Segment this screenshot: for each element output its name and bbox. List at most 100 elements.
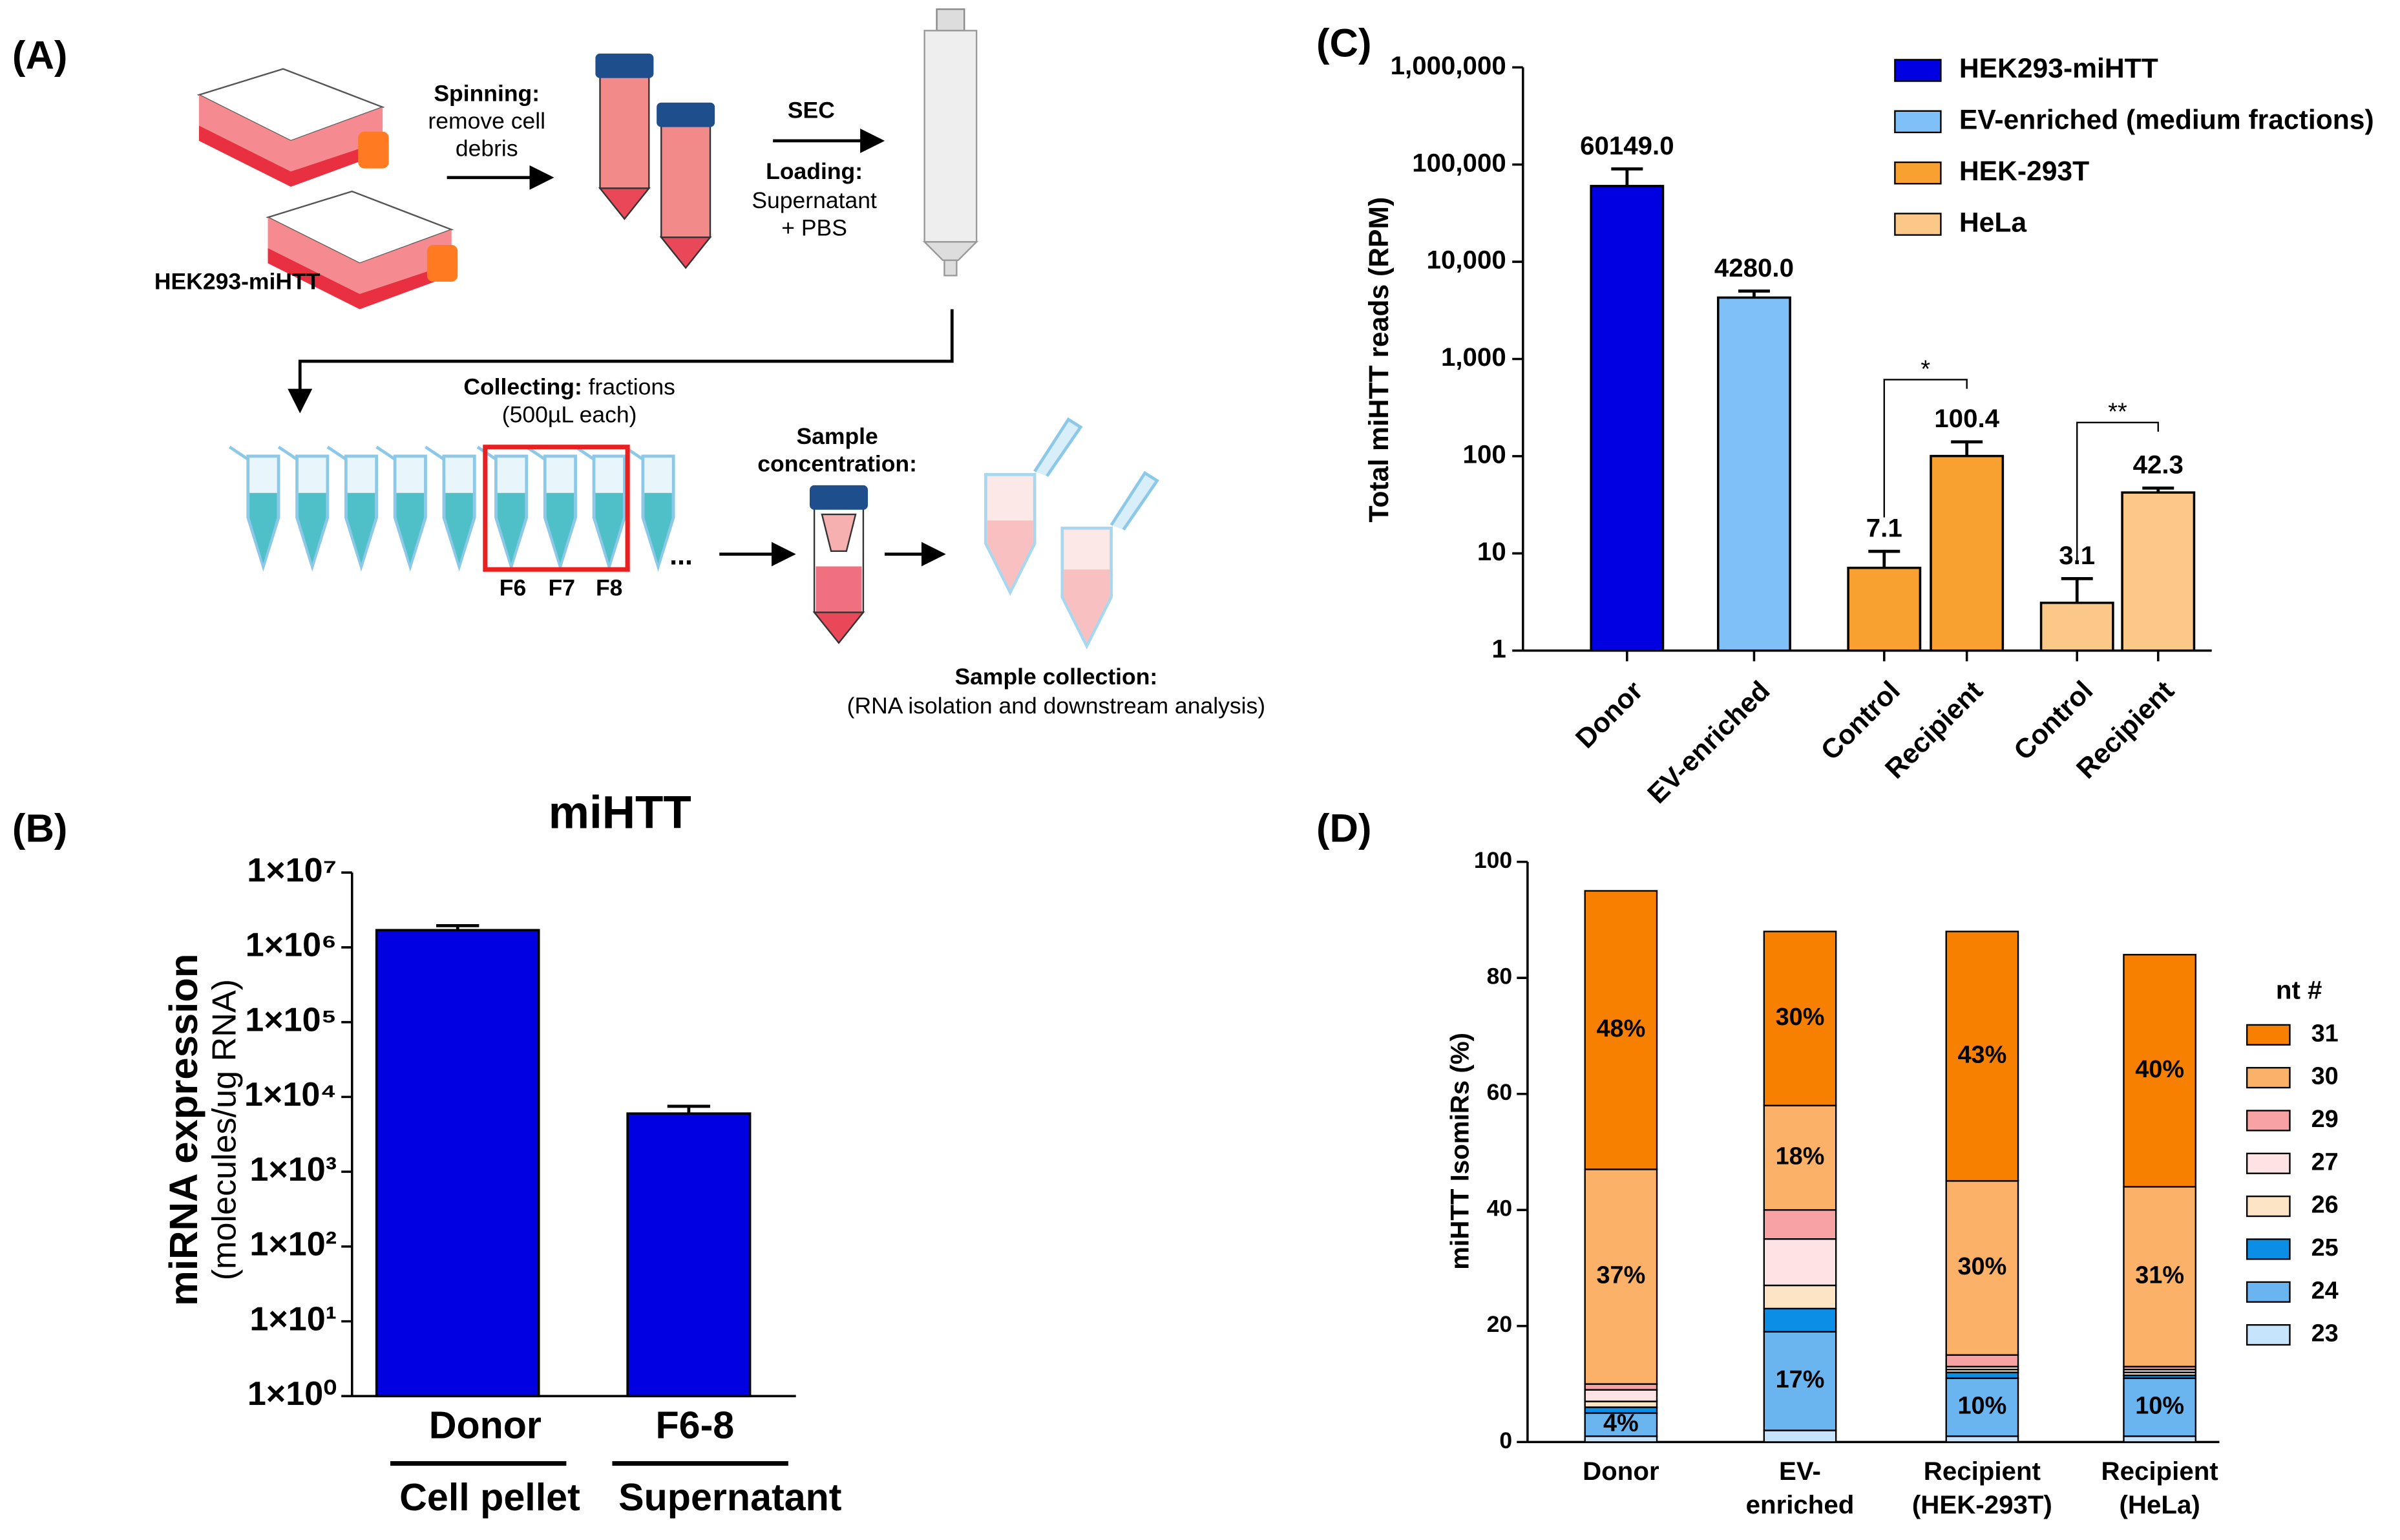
- legend-swatch: [2246, 1024, 2291, 1046]
- x-tick-label: Recipient (HEK-293T): [1912, 1456, 2052, 1519]
- value-label: 7.1: [1866, 514, 1902, 543]
- legend-label: 23: [2311, 1320, 2339, 1347]
- value-label: 48%: [1596, 1015, 1645, 1042]
- y-tick-label: 60: [1487, 1079, 1513, 1105]
- legend-swatch: [2246, 1281, 2291, 1303]
- y-axis-label: miRNA expression(molecules/ug RNA): [162, 954, 243, 1306]
- y-tick-label: 1,000: [1441, 343, 1506, 372]
- step-label: Collecting:: [463, 374, 582, 400]
- workflow-diagram: Spinning: remove cell debris SEC Loading…: [154, 8, 1265, 719]
- x-tick-label: Donor: [1583, 1456, 1659, 1485]
- fraction-label: F7: [549, 575, 575, 600]
- step-label: concentration:: [757, 451, 917, 477]
- bar-segment: [1945, 1354, 2019, 1367]
- bar-segment: [2123, 954, 2196, 1188]
- step-label: fractions: [589, 374, 675, 400]
- cell-line-label: HEK293-miHTT: [154, 269, 321, 295]
- value-label: 4280.0: [1714, 253, 1794, 282]
- error-bar: [1951, 440, 1983, 456]
- legend-label: 25: [2311, 1234, 2339, 1261]
- legend-label: 30: [2311, 1063, 2339, 1090]
- step-label: Supernatant: [752, 187, 877, 213]
- x-tick-label-line: (HEK-293T): [1912, 1490, 2052, 1519]
- value-label: 4%: [1603, 1409, 1639, 1437]
- legend-label: 31: [2311, 1020, 2339, 1047]
- y-tick-label: 0: [1499, 1428, 1512, 1453]
- bar-segment: [1584, 1400, 1658, 1408]
- x-tick-label-line: Recipient: [1924, 1456, 2041, 1485]
- error-bar: [436, 924, 479, 931]
- y-tick-label: 1×10³: [249, 1151, 337, 1188]
- legend-swatch: [2246, 1238, 2291, 1260]
- y-axis-label: (molecules/ug RNA): [205, 979, 243, 1280]
- legend-label: 29: [2311, 1106, 2339, 1133]
- bar-segment: [1763, 931, 1837, 1106]
- step-label: + PBS: [781, 215, 847, 241]
- group-label: Cell pellet: [399, 1475, 580, 1519]
- bar-segment: [1584, 890, 1658, 1170]
- x-tick-label-line: Donor: [1583, 1456, 1659, 1485]
- value-label: 17%: [1776, 1366, 1825, 1393]
- bar: [375, 929, 540, 1398]
- y-axis-label: miHTT IsomiRs (%): [1446, 1033, 1475, 1270]
- value-label: 100.4: [1934, 404, 1999, 433]
- bar-segment: [1584, 1435, 1658, 1443]
- value-label: 42.3: [2133, 450, 2184, 480]
- step-label: Sample collection:: [954, 664, 1157, 690]
- arrow: [288, 309, 954, 414]
- x-tick-label-line: (HeLa): [2120, 1490, 2200, 1519]
- bar: [1930, 454, 2005, 652]
- panel-label: (B): [12, 807, 67, 851]
- value-label: 30%: [1776, 1004, 1825, 1031]
- legend-label: HeLa: [1959, 207, 2027, 238]
- significance-bracket: [1883, 379, 1968, 518]
- legend-swatch: [1894, 110, 1942, 134]
- fraction-label: F6: [500, 575, 526, 600]
- y-tick-label: 100: [1474, 847, 1512, 873]
- x-tick-label: Recipient (HeLa): [2101, 1456, 2218, 1519]
- bar: [1717, 296, 1791, 652]
- x-tick-label: F6-8: [655, 1404, 734, 1447]
- y-tick-label: 1×10¹: [249, 1300, 337, 1338]
- legend-swatch: [1894, 59, 1942, 82]
- legend-label: 27: [2311, 1148, 2339, 1176]
- fraction-label: F8: [596, 575, 622, 600]
- error-bar: [1868, 549, 1900, 568]
- y-tick-label: 20: [1487, 1311, 1513, 1337]
- concentrator-tube: [810, 485, 868, 644]
- step-label: Collecting: fractions: [463, 374, 675, 400]
- y-tick-label: 1×10⁴: [244, 1076, 337, 1113]
- x-tick-label: EV-enriched: [1641, 675, 1776, 810]
- fraction-tubes: [228, 445, 675, 572]
- flask: [196, 68, 389, 187]
- legend-swatch: [1894, 213, 1942, 236]
- y-tick-label: 40: [1487, 1196, 1513, 1221]
- bar-segment: [1945, 1435, 2019, 1443]
- panel-label: (A): [12, 33, 67, 78]
- bar-segment: [1945, 931, 2019, 1182]
- x-tick-label: Donor: [1570, 675, 1649, 755]
- legend-label: EV-enriched (medium fractions): [1959, 105, 2374, 136]
- bar: [2039, 602, 2114, 652]
- panel-label: (D): [1316, 807, 1371, 851]
- x-tick-label-line: Recipient: [2101, 1456, 2218, 1485]
- bar-segment: [1763, 1429, 1837, 1443]
- collection-tubes: [984, 417, 1160, 649]
- legend-swatch: [2246, 1110, 2291, 1132]
- error-bar: [2142, 486, 2174, 493]
- x-tick-label: EV-enriched: [1746, 1456, 1855, 1519]
- bar-segment: [1584, 1168, 1658, 1385]
- bar: [1847, 566, 1922, 652]
- flask: [266, 190, 458, 310]
- y-tick-label: 10,000: [1427, 246, 1506, 275]
- bar: [1590, 185, 1665, 652]
- error-bar: [1738, 289, 1770, 298]
- value-label: 60149.0: [1580, 131, 1674, 160]
- bar: [626, 1112, 752, 1398]
- step-label: Sample: [796, 423, 878, 449]
- bar-segment: [1763, 1238, 1837, 1287]
- y-axis-label: miRNA expression: [162, 954, 206, 1306]
- bar-segment: [1763, 1284, 1837, 1310]
- legend-swatch: [2246, 1196, 2291, 1218]
- value-label: 10%: [1957, 1393, 2006, 1420]
